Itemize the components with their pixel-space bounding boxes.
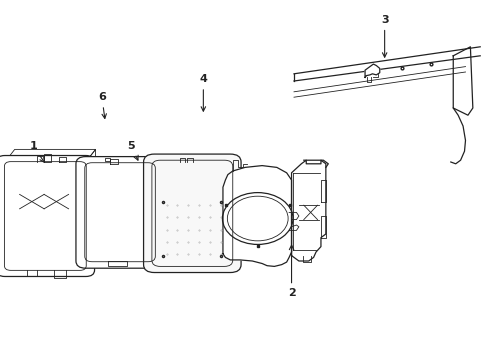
FancyBboxPatch shape bbox=[76, 157, 164, 268]
Text: 1: 1 bbox=[29, 141, 44, 162]
Polygon shape bbox=[365, 64, 380, 77]
Text: 2: 2 bbox=[288, 245, 295, 298]
Text: 3: 3 bbox=[381, 15, 389, 57]
Text: 4: 4 bbox=[199, 74, 207, 111]
Text: 6: 6 bbox=[98, 92, 106, 118]
Polygon shape bbox=[292, 160, 326, 261]
Text: 5: 5 bbox=[127, 141, 138, 160]
Polygon shape bbox=[453, 47, 473, 115]
FancyBboxPatch shape bbox=[0, 156, 95, 276]
Polygon shape bbox=[223, 166, 292, 266]
FancyBboxPatch shape bbox=[144, 154, 241, 273]
